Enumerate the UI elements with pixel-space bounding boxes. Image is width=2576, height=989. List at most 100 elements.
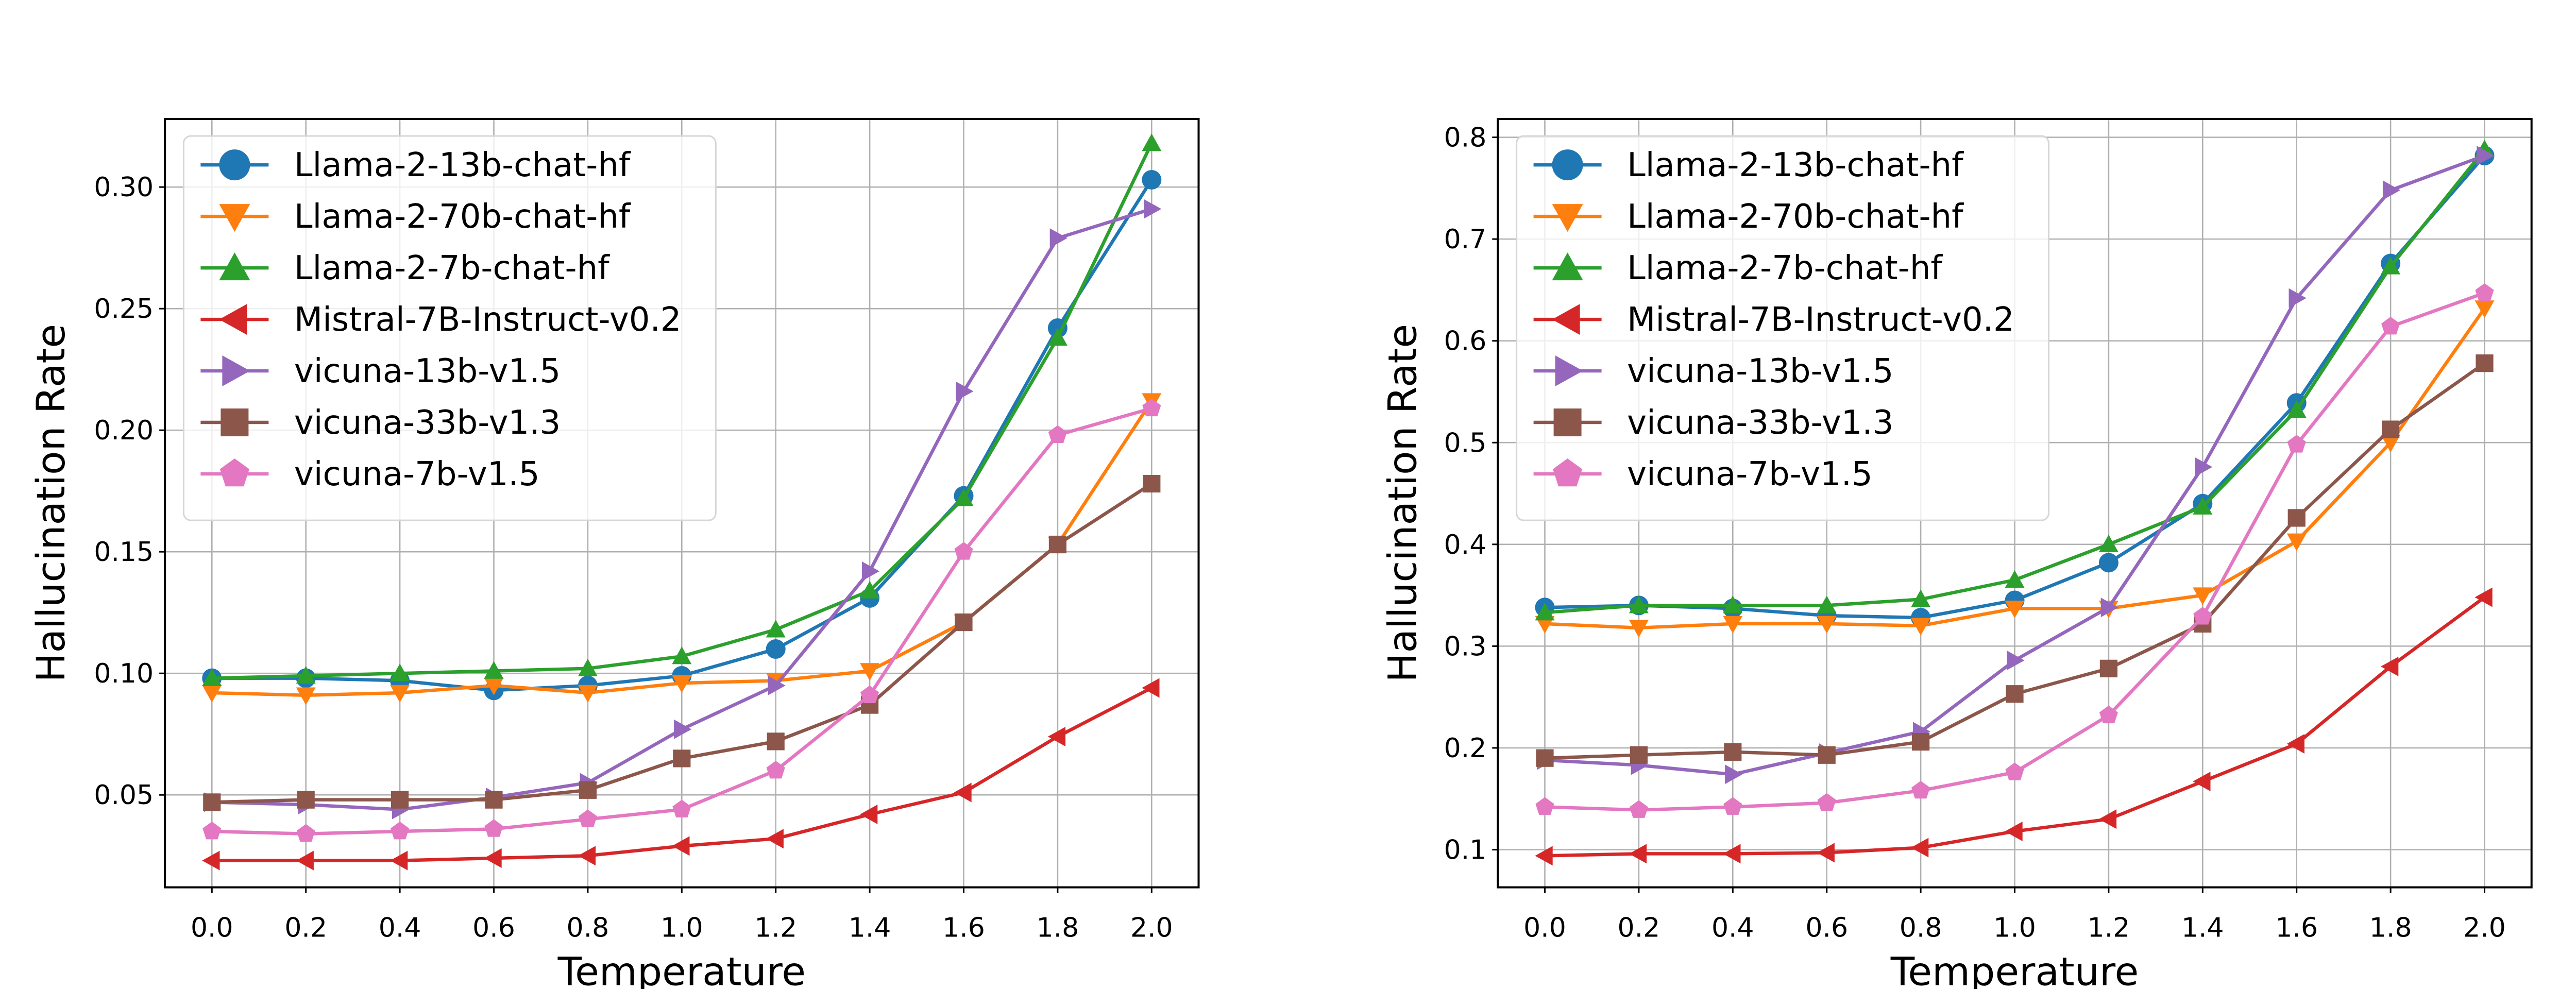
data-point — [1143, 474, 1161, 493]
legend-marker — [1552, 204, 1583, 232]
x-tick-label: 1.8 — [2369, 913, 2412, 944]
data-point — [1629, 620, 1649, 638]
data-point — [578, 658, 598, 676]
series-1 — [1535, 300, 2495, 638]
data-point — [1817, 595, 1837, 613]
data-point — [2289, 288, 2307, 308]
data-point — [2193, 772, 2211, 792]
ticks-left: 0.0 0.2 0.4 0.6 0.8 1.0 1.2 1.4 1.6 1.8 2.0 0.05 0.1… — [94, 172, 1173, 944]
data-point — [1536, 749, 1554, 767]
data-point — [2005, 570, 2025, 588]
data-point — [484, 677, 504, 695]
data-point — [1911, 838, 1929, 858]
data-point — [2007, 651, 2025, 671]
chart-left: 0.0 0.2 0.4 0.6 0.8 1.0 1.2 1.4 1.6 1.8 2.0 0.05 0.1… — [28, 118, 1200, 989]
data-point — [296, 666, 316, 684]
data-point — [1048, 535, 1066, 554]
data-point — [1535, 603, 1555, 621]
data-point — [2099, 659, 2117, 677]
x-tick-label: 1.8 — [1037, 913, 1079, 944]
data-point — [2381, 317, 2400, 335]
data-point — [1144, 199, 1162, 219]
y-tick-label: 0.30 — [94, 172, 154, 203]
legend-marker — [219, 252, 250, 281]
legend-item: Llama-2-13b-chat-hf — [1533, 146, 1964, 184]
x-tick-label: 1.0 — [660, 913, 703, 944]
data-point — [860, 804, 878, 824]
data-point — [485, 791, 503, 809]
data-point — [2287, 435, 2306, 453]
x-tick-label: 0.6 — [1805, 913, 1848, 944]
data-point — [1818, 746, 1836, 764]
x-tick-label: 0.4 — [1711, 913, 1754, 944]
data-point — [2006, 685, 2024, 703]
data-point — [954, 542, 973, 560]
legend-label: Llama-2-7b-chat-hf — [294, 249, 610, 287]
data-point — [1723, 797, 1742, 815]
data-point — [767, 732, 785, 751]
data-point — [2381, 656, 2399, 676]
x-tick-label: 0.2 — [284, 913, 327, 944]
x-tick-label: 0.4 — [379, 913, 421, 944]
series-2 — [1535, 140, 2495, 621]
data-point — [297, 791, 315, 809]
data-point — [766, 620, 786, 638]
data-point — [766, 761, 785, 779]
data-point — [2286, 533, 2307, 551]
y-tick-label: 0.4 — [1444, 530, 1487, 560]
legend-item: vicuna-7b-v1.5 — [1533, 455, 1873, 493]
series-left — [202, 133, 1162, 871]
data-point — [202, 822, 222, 840]
data-point — [202, 685, 222, 703]
y-tick-label: 0.5 — [1444, 428, 1487, 458]
data-point — [1912, 732, 1930, 751]
data-point — [768, 675, 786, 695]
legend-item: Llama-2-70b-chat-hf — [200, 198, 631, 236]
data-point — [955, 613, 973, 632]
data-point — [2382, 180, 2401, 200]
data-point — [860, 663, 880, 681]
data-point — [2098, 534, 2119, 553]
data-point — [954, 488, 974, 506]
x-tick-label: 0.8 — [567, 913, 609, 944]
legend-marker — [219, 204, 250, 232]
series-2 — [202, 133, 1162, 686]
legend-item: Llama-2-70b-chat-hf — [1533, 198, 1964, 236]
legend-label: vicuna-33b-v1.3 — [294, 404, 561, 442]
data-point — [2477, 146, 2495, 166]
y-tick-label: 0.1 — [1444, 835, 1487, 866]
data-point — [2098, 809, 2117, 829]
x-tick-label: 1.2 — [2088, 913, 2130, 944]
data-point — [391, 822, 410, 840]
data-point — [860, 581, 880, 599]
data-point — [1142, 170, 1162, 190]
data-point — [1142, 398, 1161, 417]
data-point — [1725, 764, 1743, 785]
x-axis-label-right: Temperature — [1890, 949, 2139, 989]
data-point — [2286, 734, 2304, 754]
data-point — [2005, 601, 2025, 619]
data-point — [1723, 844, 1741, 864]
data-point — [1911, 618, 1931, 636]
legend-item: Mistral-7B-Instruct-v0.2 — [1533, 301, 2014, 339]
legend-item: Mistral-7B-Instruct-v0.2 — [200, 301, 682, 339]
y-tick-label: 0.05 — [94, 780, 154, 811]
data-point — [296, 687, 316, 705]
data-point — [1817, 793, 1836, 811]
legend-item: vicuna-13b-v1.5 — [200, 352, 561, 390]
data-point — [1630, 746, 1648, 764]
legend-label: Llama-2-13b-chat-hf — [1627, 146, 1964, 184]
x-tick-label: 0.2 — [1618, 913, 1660, 944]
legend-label: vicuna-7b-v1.5 — [1627, 455, 1873, 493]
data-point — [1535, 797, 1554, 815]
x-tick-label: 1.6 — [942, 913, 985, 944]
data-point — [2475, 283, 2494, 301]
data-point — [674, 719, 692, 739]
legend-label: Llama-2-13b-chat-hf — [294, 146, 631, 184]
data-point — [2098, 553, 2119, 573]
legend-item: vicuna-13b-v1.5 — [1533, 352, 1893, 390]
legend-label: Mistral-7B-Instruct-v0.2 — [294, 301, 682, 339]
legend-marker — [219, 304, 247, 335]
data-point — [766, 829, 784, 849]
